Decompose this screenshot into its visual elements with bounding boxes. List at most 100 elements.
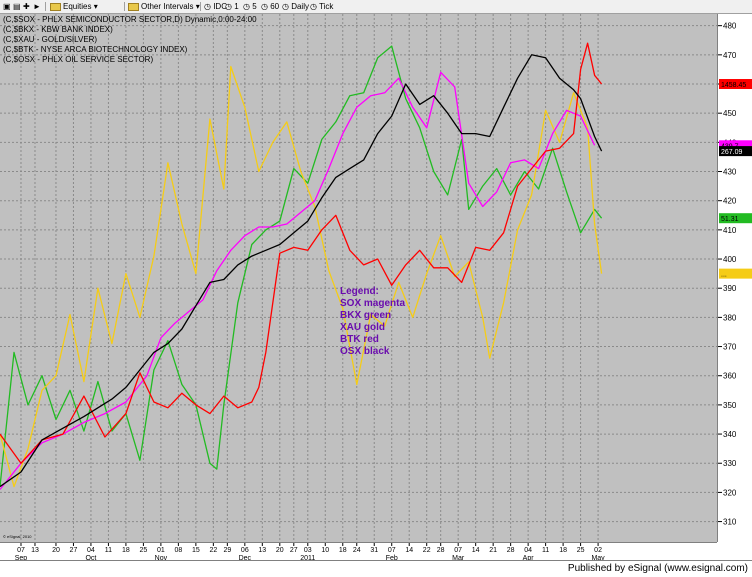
interval-1-label: 1 bbox=[234, 2, 239, 11]
equities-dropdown[interactable]: Equities ▾ bbox=[50, 0, 98, 13]
date-tick-label: 06 bbox=[241, 547, 249, 554]
price-tick-label: 450 bbox=[723, 109, 737, 118]
price-tick-label: 400 bbox=[723, 255, 737, 264]
date-tick-label: 03 bbox=[304, 547, 312, 554]
last-value-label: 267.09 bbox=[721, 149, 743, 156]
price-tick-label: 430 bbox=[723, 168, 737, 177]
date-tick-label: 22 bbox=[423, 547, 431, 554]
last-value-badge-xau: ... bbox=[719, 268, 752, 279]
date-tick-label: 07 bbox=[17, 547, 25, 554]
last-value-badge-bg bbox=[719, 140, 752, 151]
date-tick-label: 08 bbox=[174, 547, 182, 554]
date-tick-label: 07 bbox=[454, 547, 462, 554]
interval-1-button[interactable]: ◷ 1 bbox=[225, 2, 239, 11]
series-line-btk bbox=[0, 42, 603, 464]
last-value-label: 1458.45 bbox=[721, 82, 746, 89]
date-tick-label: 18 bbox=[122, 547, 130, 554]
idc-button[interactable]: ◷ IDC bbox=[204, 2, 227, 11]
legend: Legend: SOX magenta BKX green XAU gold B… bbox=[340, 286, 405, 358]
date-tick-label: 11 bbox=[105, 547, 112, 554]
date-tick-label: 14 bbox=[472, 547, 480, 554]
last-value-label: ... bbox=[721, 272, 727, 279]
date-tick-label: 07 bbox=[388, 547, 396, 554]
interval-5-label: 5 bbox=[252, 2, 257, 11]
legend-line-xau: XAU gold bbox=[340, 322, 385, 333]
price-axis[interactable]: 310 320 330 340 350 360 370 380 390 400 410 420 430 4… bbox=[717, 14, 752, 542]
date-tick-label: 27 bbox=[290, 547, 298, 554]
arrow-right-icon[interactable]: ► bbox=[33, 2, 41, 11]
copyright: © eSignal, 2010 bbox=[3, 534, 32, 539]
price-tick-label: 330 bbox=[723, 459, 737, 468]
header-osx: (C,$OSX - PHLX OIL SERVICE SECTOR) bbox=[3, 55, 154, 64]
date-tick-label: 27 bbox=[70, 547, 78, 554]
series-line-osx bbox=[0, 54, 603, 488]
last-value-badge-bg bbox=[719, 79, 752, 90]
legend-title: Legend: bbox=[340, 286, 379, 297]
date-tick-label: 11 bbox=[542, 547, 549, 554]
plot-background bbox=[0, 14, 717, 542]
idc-label: IDC bbox=[213, 2, 227, 11]
header-bkx: (C,$BKX - KBW BANK INDEX) bbox=[3, 25, 113, 34]
other-intervals-dropdown[interactable]: Other Intervals ▾ bbox=[128, 0, 200, 13]
month-label: Feb bbox=[386, 555, 398, 561]
date-tick-label: 13 bbox=[258, 547, 266, 554]
series-line-sox bbox=[0, 71, 596, 490]
price-tick-label: 420 bbox=[723, 197, 737, 206]
series-line-bkx bbox=[0, 45, 603, 487]
price-tick-label: 310 bbox=[723, 518, 737, 527]
price-tick-label: 350 bbox=[723, 401, 737, 410]
price-axis-scale: 310 320 330 340 350 360 370 380 390 400 410 420 430 4… bbox=[718, 22, 752, 527]
date-tick-label: 25 bbox=[140, 547, 148, 554]
legend-line-bkx: BKX green bbox=[340, 310, 392, 321]
interval-60-label: 60 bbox=[270, 2, 280, 11]
legend-line-btk: BTK red bbox=[340, 334, 379, 345]
folder-icon bbox=[50, 2, 61, 11]
folder-icon bbox=[128, 2, 139, 11]
date-tick-label: 24 bbox=[353, 547, 361, 554]
chart-plot bbox=[0, 14, 717, 542]
date-axis[interactable]: 07 Sep 13 20 27 04 Oct 11 18 25 01 Nov 08 15 22 29 06 Dec… bbox=[0, 542, 717, 561]
date-tick-label: 13 bbox=[31, 547, 39, 554]
equities-label: Equities bbox=[63, 2, 92, 11]
date-tick-label: 04 bbox=[524, 547, 532, 554]
price-tick-label: 320 bbox=[723, 488, 737, 497]
header-sox: (C,$SOX - PHLX SEMICONDUCTOR SECTOR,D) D… bbox=[3, 15, 257, 24]
header-btk: (C,$BTK - NYSE ARCA BIOTECHNOLOGY INDEX) bbox=[3, 45, 188, 54]
price-tick-label: 340 bbox=[723, 430, 737, 439]
save-icon[interactable]: ▤ bbox=[13, 2, 21, 11]
last-value-badge-bkx: 51.31 bbox=[719, 213, 752, 224]
date-tick-label: 29 bbox=[223, 547, 231, 554]
open-icon[interactable]: ▣ bbox=[3, 2, 11, 11]
plot-area[interactable]: (C,$SOX - PHLX SEMICONDUCTOR SECTOR,D) D… bbox=[0, 14, 717, 542]
month-label: Apr bbox=[523, 555, 535, 561]
last-value-badge-bg bbox=[719, 213, 752, 224]
price-tick-label: 470 bbox=[723, 51, 737, 60]
other-intervals-label: Other Intervals bbox=[141, 2, 194, 11]
date-tick-label: 18 bbox=[339, 547, 347, 554]
price-tick-label: 410 bbox=[723, 226, 737, 235]
month-label: May bbox=[591, 555, 605, 561]
daily-button[interactable]: ◷ Daily bbox=[282, 2, 309, 11]
price-tick-label: 360 bbox=[723, 372, 737, 381]
interval-5-button[interactable]: ◷ 5 bbox=[243, 2, 257, 11]
price-tick-label: 370 bbox=[723, 343, 737, 352]
last-value-badge-bg bbox=[719, 146, 752, 157]
date-tick-label: 21 bbox=[489, 547, 497, 554]
date-tick-label: 22 bbox=[209, 547, 217, 554]
date-tick-label: 14 bbox=[405, 547, 413, 554]
last-value-badge-osx: 267.09 bbox=[719, 146, 752, 157]
date-tick-label: 04 bbox=[87, 547, 95, 554]
date-tick-label: 20 bbox=[52, 547, 60, 554]
price-tick-label: 380 bbox=[723, 313, 737, 322]
price-tick-label: 480 bbox=[723, 22, 737, 31]
tick-button[interactable]: ◷ Tick bbox=[310, 2, 334, 11]
footer-text: Published by eSignal (www.esignal.com) bbox=[567, 563, 748, 574]
legend-line-sox: SOX magenta bbox=[340, 298, 406, 309]
date-tick-label: 01 bbox=[157, 547, 165, 554]
new-icon[interactable]: ✚ bbox=[23, 2, 30, 11]
last-value-badge-btk: 1458.45 bbox=[719, 79, 752, 90]
interval-60-button[interactable]: ◷ 60 bbox=[261, 2, 280, 11]
date-tick-label: 10 bbox=[321, 547, 329, 554]
